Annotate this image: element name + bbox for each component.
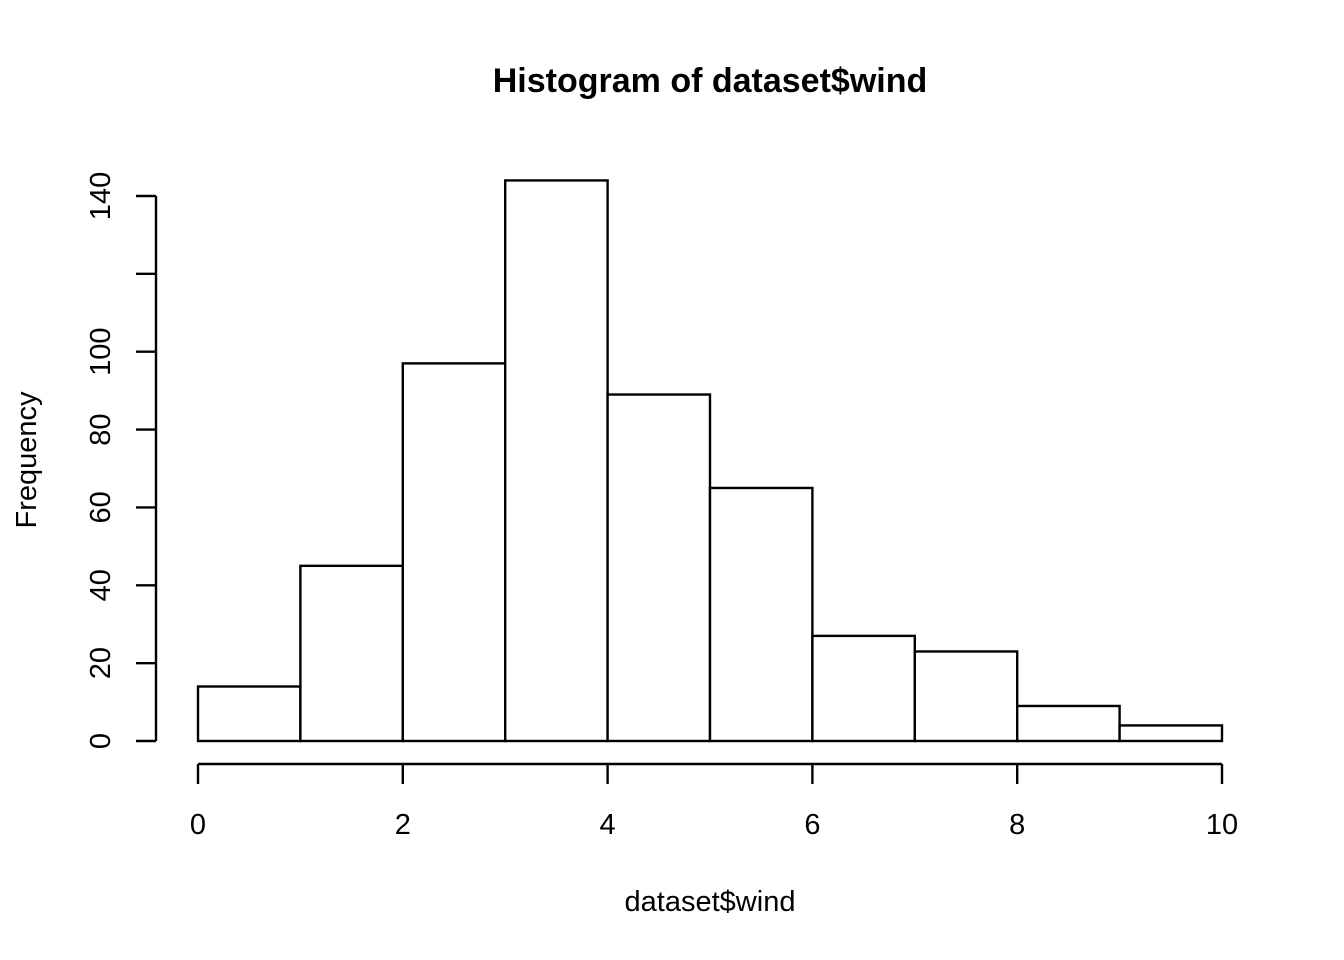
y-tick-label: 60 bbox=[85, 491, 117, 523]
x-tick-label: 6 bbox=[804, 809, 820, 841]
x-tick-label: 0 bbox=[190, 809, 206, 841]
x-tick-label: 10 bbox=[1206, 809, 1238, 841]
bars-group bbox=[196, 179, 1224, 743]
histogram-bar bbox=[1016, 704, 1121, 743]
y-tick-label: 40 bbox=[85, 569, 117, 601]
x-tick-label: 4 bbox=[600, 809, 616, 841]
y-tick-label: 20 bbox=[85, 647, 117, 679]
y-tick-label: 0 bbox=[85, 733, 117, 749]
histogram-bar bbox=[606, 393, 712, 743]
histogram-bar bbox=[401, 362, 507, 743]
x-axis: 0 2 4 6 8 10 bbox=[190, 762, 1238, 841]
y-tick-label: 140 bbox=[85, 172, 117, 220]
y-axis: 0 20 40 60 80 100 140 bbox=[85, 172, 158, 749]
histogram-bar bbox=[299, 564, 404, 743]
y-tick-label: 80 bbox=[85, 413, 117, 445]
histogram-bar bbox=[1118, 724, 1224, 743]
x-tick-label: 2 bbox=[395, 809, 411, 841]
histogram-bar bbox=[504, 179, 609, 743]
histogram-bar bbox=[811, 634, 917, 743]
y-axis-label: Frequency bbox=[11, 391, 43, 529]
x-axis-label: dataset$wind bbox=[625, 886, 796, 918]
y-tick-label: 100 bbox=[85, 328, 117, 376]
histogram-bar bbox=[196, 685, 302, 743]
chart-title: Histogram of dataset$wind bbox=[493, 62, 928, 100]
x-tick-label: 8 bbox=[1009, 809, 1025, 841]
histogram-bar bbox=[913, 650, 1019, 743]
histogram-bar bbox=[708, 486, 814, 743]
